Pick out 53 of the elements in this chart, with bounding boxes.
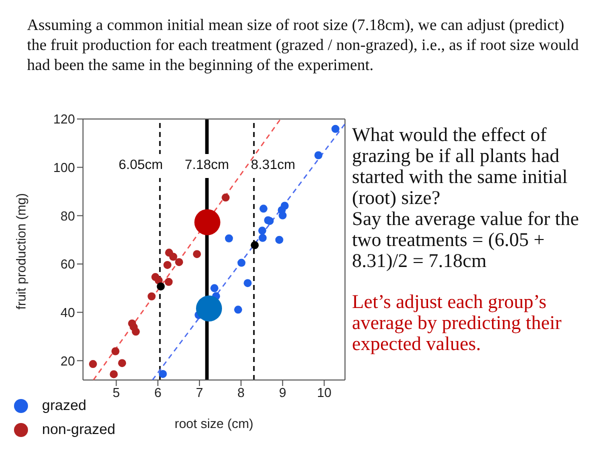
y-tick-label: 120 — [53, 112, 75, 127]
point — [148, 292, 156, 300]
point — [156, 282, 165, 290]
chart-title: Assuming a common initial mean size of root size (7.18cm), we can adjust (predict) the fruit production for each treatment (grazed / non-grazed), i.e., as if root size would had been the same in the beginning of the experiment. — [27, 16, 580, 76]
point — [196, 295, 222, 322]
ref-line-label: 7.18cm — [184, 157, 230, 172]
x-axis-title: root size (cm) — [174, 416, 254, 431]
y-tick-label: 40 — [60, 304, 75, 320]
point — [132, 328, 140, 336]
point — [210, 284, 218, 292]
text: Let’s adjust each group’s average by predicting their expected values. — [352, 292, 563, 355]
point — [169, 252, 178, 261]
point — [192, 250, 201, 258]
text: What would the effect of grazing be if all plants had started with the same initial (root) size? — [352, 125, 569, 209]
point — [110, 370, 118, 378]
point — [222, 194, 230, 202]
point — [331, 124, 340, 133]
point — [164, 278, 173, 286]
y-tick-label: 100 — [53, 160, 75, 175]
point — [244, 279, 252, 288]
x-tick-label: 9 — [279, 385, 286, 400]
point — [258, 226, 266, 235]
legend-label: non-grazed — [42, 422, 116, 438]
point — [258, 234, 267, 242]
point — [234, 306, 242, 314]
point — [118, 359, 126, 368]
x-tick-label: 10 — [316, 385, 332, 400]
legend-label: grazed — [42, 398, 86, 414]
point — [175, 258, 184, 266]
y-axis-title: fruit production (mg) — [14, 193, 29, 310]
point — [194, 209, 220, 236]
point — [111, 347, 120, 356]
ref-line-label: 6.05cm — [118, 157, 163, 172]
x-tick-label: 5 — [112, 385, 120, 400]
point — [250, 241, 259, 250]
y-tick-label: 80 — [60, 208, 75, 224]
point — [314, 151, 322, 160]
text: Say the average value for the two treatments = (6.05 + 8.31)/2 = 7.18cm — [352, 209, 580, 272]
x-tick-label: 6 — [154, 385, 162, 400]
point — [88, 360, 97, 368]
x-tick-label: 7 — [196, 385, 204, 400]
y-tick-label: 20 — [60, 353, 75, 368]
point — [259, 204, 268, 213]
y-tick-label: 60 — [60, 256, 75, 272]
point — [224, 234, 233, 242]
ref-line-label: 8.31cm — [250, 157, 296, 172]
point — [280, 202, 289, 210]
x-tick-label: 8 — [237, 385, 245, 400]
point — [275, 236, 284, 244]
point — [163, 260, 172, 269]
point — [237, 258, 246, 267]
point — [278, 211, 287, 220]
point — [158, 370, 167, 378]
